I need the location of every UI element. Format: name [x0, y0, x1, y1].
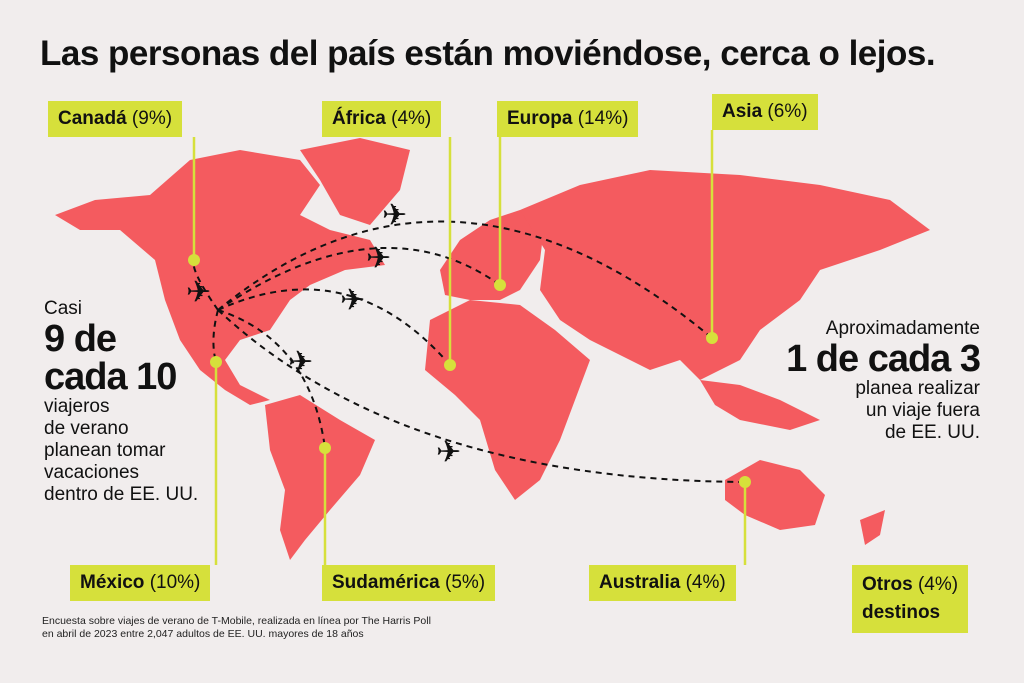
- label-name: África: [332, 108, 386, 129]
- plane-icon: ✈: [340, 283, 365, 318]
- stat-big: 1 de cada 3: [786, 338, 981, 380]
- footnote-line: en abril de 2023 entre 2,047 adultos de …: [42, 628, 364, 640]
- stat-pre: Casi: [44, 298, 83, 319]
- north-america: [55, 150, 385, 405]
- southeast-asia: [700, 380, 820, 430]
- label-pct: (4%): [685, 572, 726, 593]
- asia: [520, 170, 930, 380]
- label-line2: destinos: [862, 602, 941, 623]
- label-australia: Australia (4%): [589, 565, 736, 601]
- stat-line: dentro de EE. UU.: [44, 484, 199, 505]
- label-name: México: [80, 572, 145, 593]
- right-stat: Aproximadamente 1 de cada 3 planea reali…: [786, 318, 981, 444]
- label-asia: Asia (6%): [712, 94, 818, 130]
- stat-big: 9 de: [44, 318, 117, 360]
- stat-line: de verano: [44, 418, 129, 439]
- stat-line: viajeros: [44, 396, 110, 417]
- plane-icon: ✈: [366, 241, 391, 276]
- continents: [55, 138, 930, 560]
- stat-line: planean tomar: [44, 440, 166, 461]
- label-pct: (4%): [391, 108, 432, 129]
- label-pct: (14%): [577, 108, 629, 129]
- greenland: [300, 138, 410, 225]
- stat-line: de EE. UU.: [884, 422, 980, 443]
- label-name: Sudamérica: [332, 572, 440, 593]
- label-name: Australia: [599, 572, 681, 593]
- stat-line: planea realizar: [855, 378, 980, 399]
- stat-line: vacaciones: [44, 462, 140, 483]
- label-sudamerica: Sudamérica (5%): [322, 565, 496, 601]
- stat-big: cada 10: [44, 356, 177, 398]
- australia: [725, 460, 825, 530]
- leader-lines: [192, 130, 747, 565]
- label-europa: Europa (14%): [497, 101, 639, 137]
- label-pct: (10%): [149, 572, 201, 593]
- plane-icon: ✈: [186, 275, 211, 310]
- label-name: Europa: [507, 108, 573, 129]
- label-pct: (5%): [445, 572, 486, 593]
- label-name: Canadá: [58, 108, 127, 129]
- label-name: Otros: [862, 574, 913, 595]
- stat-line: un viaje fuera: [865, 400, 980, 421]
- label-name: Asia: [722, 101, 763, 122]
- label-pct: (9%): [131, 108, 173, 129]
- new-zealand: [860, 510, 885, 545]
- africa: [425, 300, 590, 500]
- plane-icon: ✈: [436, 435, 461, 470]
- location-dots: [188, 254, 751, 488]
- plane-icon: ✈: [382, 198, 407, 233]
- label-canada: Canadá (9%): [48, 101, 183, 137]
- label-pct: (4%): [917, 574, 959, 595]
- label-mexico: México (10%): [70, 565, 211, 601]
- label-otros: Otros (4%) destinos: [852, 565, 969, 633]
- south-america: [265, 395, 375, 560]
- plane-icon: ✈: [288, 345, 313, 380]
- footnote: Encuesta sobre viajes de verano de T-Mob…: [42, 615, 431, 641]
- plane-icons: ✈ ✈ ✈ ✈ ✈ ✈: [186, 198, 461, 470]
- page-title: Las personas del país están moviéndose, …: [40, 34, 936, 73]
- stat-pre: Aproximadamente: [825, 318, 980, 339]
- footnote-line: Encuesta sobre viajes de verano de T-Mob…: [42, 615, 431, 627]
- label-africa: África (4%): [322, 101, 442, 137]
- label-pct: (6%): [767, 101, 808, 122]
- left-stat: Casi 9 de cada 10 viajeros de verano pla…: [44, 298, 198, 506]
